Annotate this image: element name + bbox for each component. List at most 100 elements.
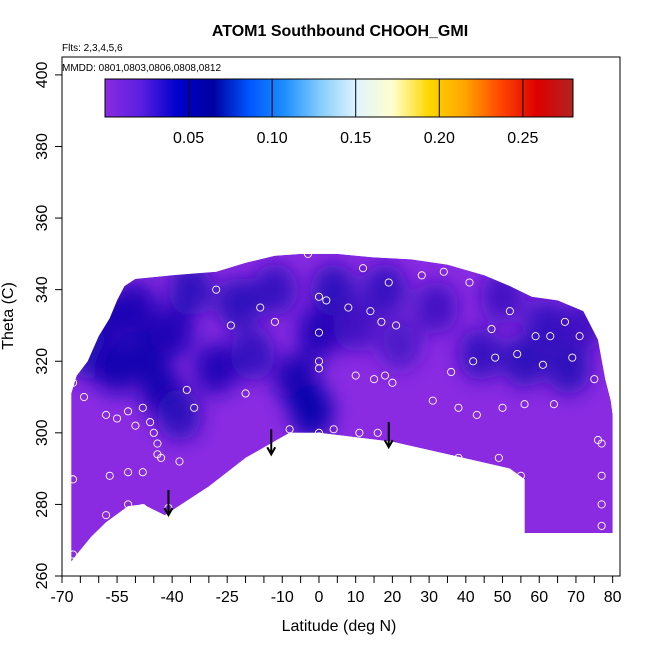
sample-point (575, 332, 584, 341)
sample-point (303, 249, 313, 258)
colorbar-tick-label: 0.25 (507, 130, 538, 147)
heatmap-cell (311, 263, 356, 316)
x-tick-label: 70 (567, 589, 585, 606)
sample-point (549, 400, 558, 409)
sample-point (472, 410, 481, 419)
y-tick-label: 320 (34, 348, 51, 375)
sample-point (428, 396, 437, 405)
sample-point (454, 453, 463, 462)
x-tick-label: 80 (604, 589, 622, 606)
heatmap-cell (502, 335, 547, 388)
sample-point (314, 292, 324, 301)
y-tick-label: 300 (34, 419, 51, 446)
sample-point (226, 321, 235, 330)
arrow-marker (383, 422, 394, 450)
x-tick-label: -25 (216, 589, 239, 606)
x-tick-label: -10 (271, 589, 294, 606)
x-axis: -70 -55 -40 -25 -10 0 10 20 30 40 50 60 70 80 (50, 576, 622, 606)
x-axis-label: Latitude (deg N) (282, 618, 397, 635)
sample-point (157, 453, 166, 462)
sample-point (498, 403, 507, 412)
sample-point (149, 428, 158, 437)
sample-point (131, 421, 140, 430)
sample-point (270, 317, 279, 326)
sample-point (146, 418, 155, 427)
colorbar-tick-label: 0.20 (424, 130, 455, 147)
x-tick-label: 20 (383, 589, 401, 606)
sample-point (190, 403, 199, 412)
y-axis: 260 280 300 320 340 360 380 400 (34, 61, 62, 589)
sample-point (392, 321, 401, 330)
sample-point (520, 400, 529, 409)
heatmap-cell (194, 342, 239, 395)
sample-point (384, 278, 393, 287)
sample-point (465, 278, 474, 287)
sample-point (314, 432, 324, 441)
heatmap-cell (113, 281, 158, 334)
heatmap-cell (524, 299, 569, 352)
x-tick-label: 50 (494, 589, 512, 606)
heatmap-field (71, 253, 613, 562)
heatmap-cell (296, 306, 341, 359)
dates-note: MMDD: 0801,0803,0806,0808,0812 (62, 63, 221, 74)
sample-point (487, 324, 496, 334)
sample-point (314, 364, 324, 373)
y-tick-label: 400 (34, 61, 51, 88)
heatmap-cell (157, 388, 202, 441)
sample-point (388, 378, 397, 387)
y-tick-label: 280 (34, 491, 51, 518)
colorbar: 0.05 0.10 0.15 0.20 0.25 (104, 78, 574, 147)
x-tick-label: 30 (420, 589, 438, 606)
sample-point (113, 414, 122, 423)
sample-point (597, 500, 606, 509)
sample-point (590, 375, 599, 384)
heatmap-cell (289, 385, 334, 438)
sample-point (182, 385, 191, 394)
sample-point (314, 428, 324, 437)
colorbar-tick-label: 0.05 (173, 130, 204, 147)
arrow-marker (163, 490, 174, 518)
sample-point (138, 403, 147, 412)
sample-point (124, 468, 133, 477)
arrow-marker (266, 429, 277, 457)
arrow-head (383, 439, 394, 450)
sample-point (285, 425, 294, 434)
sample-point (546, 332, 555, 341)
sample-point (68, 475, 78, 484)
sample-point (505, 307, 514, 316)
sample-point (568, 353, 577, 362)
arrow-markers (163, 422, 394, 518)
sample-point (531, 332, 540, 341)
y-tick-label: 260 (34, 563, 51, 590)
heatmap-cell (414, 281, 459, 334)
heatmap-cell (363, 263, 408, 316)
heatmap-cell (252, 263, 297, 316)
sample-point (153, 439, 162, 448)
x-tick-label: 40 (457, 589, 475, 606)
sample-point (439, 267, 448, 276)
y-tick-label: 380 (34, 133, 51, 160)
heatmap-cell (546, 342, 591, 395)
sample-point (102, 410, 111, 419)
sample-point (377, 317, 386, 326)
heatmap-cell (458, 328, 503, 381)
heatmap-cell (168, 263, 213, 316)
sample-point (447, 367, 456, 377)
sample-point (491, 353, 500, 362)
colorbar-bar (104, 78, 574, 118)
sample-point (329, 425, 338, 434)
sample-point (494, 453, 503, 462)
sample-point (68, 378, 78, 387)
y-axis-label: Theta (C) (0, 282, 17, 350)
flights-note: Flts: 2,3,4,5,6 (62, 43, 123, 54)
arrow-head (266, 446, 277, 457)
sample-point (516, 471, 525, 480)
heatmap-cell (561, 299, 606, 352)
heatmap-cell (216, 277, 261, 330)
sample-point (138, 468, 147, 477)
x-tick-label: 10 (347, 589, 365, 606)
x-tick-label: 0 (315, 589, 324, 606)
y-tick-label: 360 (34, 205, 51, 232)
